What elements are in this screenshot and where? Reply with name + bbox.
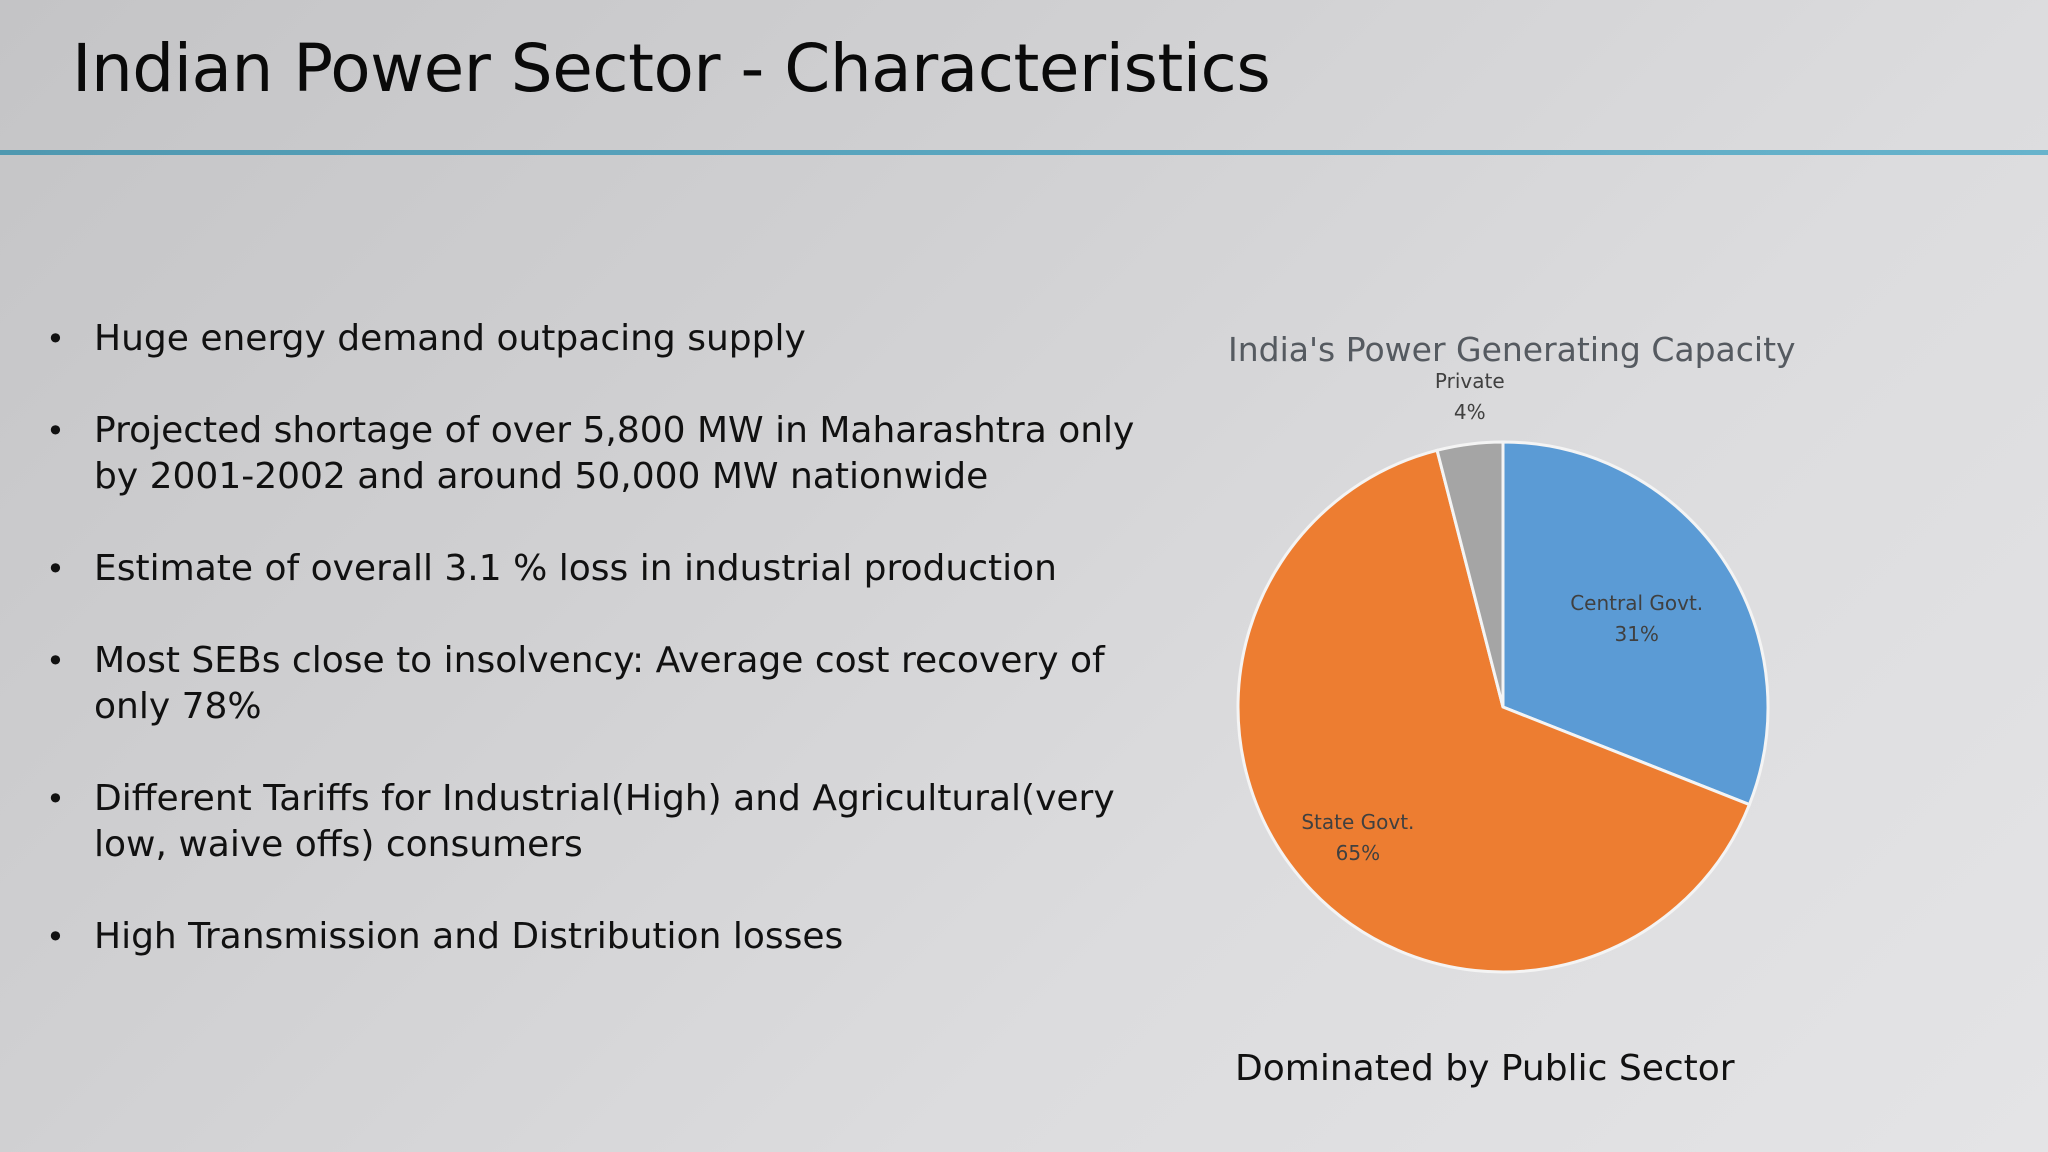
pie-slice-central-govt bbox=[1501, 440, 1770, 807]
bullet-marker: • bbox=[46, 320, 65, 358]
title-divider bbox=[0, 150, 2048, 155]
slice-category-label: Private bbox=[1435, 370, 1505, 393]
bullet-item: • Estimate of overall 3.1 % loss in indu… bbox=[40, 546, 1150, 592]
bullet-text: Huge energy demand outpacing supply bbox=[94, 318, 806, 359]
bullet-list: • Huge energy demand outpacing supply • … bbox=[40, 316, 1150, 1006]
bullet-text: Different Tariffs for Industrial(High) a… bbox=[94, 778, 1115, 865]
chart-title: India's Power Generating Capacity bbox=[1228, 330, 1796, 369]
slide-title: Indian Power Sector - Characteristics bbox=[72, 30, 1271, 107]
pie-chart: Central Govt. 31% State Govt. 65% Private 4% bbox=[1236, 370, 1770, 974]
bullet-item: • Projected shortage of over 5,800 MW in… bbox=[40, 408, 1150, 500]
bullet-marker: • bbox=[46, 550, 65, 588]
bullet-item: • Most SEBs close to insolvency: Average… bbox=[40, 638, 1150, 730]
bullet-item: • High Transmission and Distribution los… bbox=[40, 914, 1150, 960]
slice-value-label: 31% bbox=[1614, 622, 1658, 646]
chart-caption: Dominated by Public Sector bbox=[1235, 1048, 1735, 1089]
bullet-marker: • bbox=[46, 780, 65, 818]
slice-value-label: 4% bbox=[1454, 400, 1486, 424]
bullet-marker: • bbox=[46, 642, 65, 680]
bullet-item: • Huge energy demand outpacing supply bbox=[40, 316, 1150, 362]
bullet-text: High Transmission and Distribution losse… bbox=[94, 916, 844, 957]
bullet-text: Estimate of overall 3.1 % loss in indust… bbox=[94, 548, 1057, 589]
bullet-text: Projected shortage of over 5,800 MW in M… bbox=[94, 410, 1135, 497]
slice-value-label: 65% bbox=[1336, 841, 1380, 865]
bullet-marker: • bbox=[46, 918, 65, 956]
bullet-item: • Different Tariffs for Industrial(High)… bbox=[40, 776, 1150, 868]
bullet-text: Most SEBs close to insolvency: Average c… bbox=[94, 640, 1105, 727]
slice-category-label: Central Govt. bbox=[1570, 591, 1703, 615]
pie-slice-private bbox=[1435, 440, 1505, 708]
bullet-marker: • bbox=[46, 412, 65, 450]
slice-category-label: State Govt. bbox=[1301, 810, 1414, 834]
pie-slice-state-govt bbox=[1236, 448, 1752, 974]
